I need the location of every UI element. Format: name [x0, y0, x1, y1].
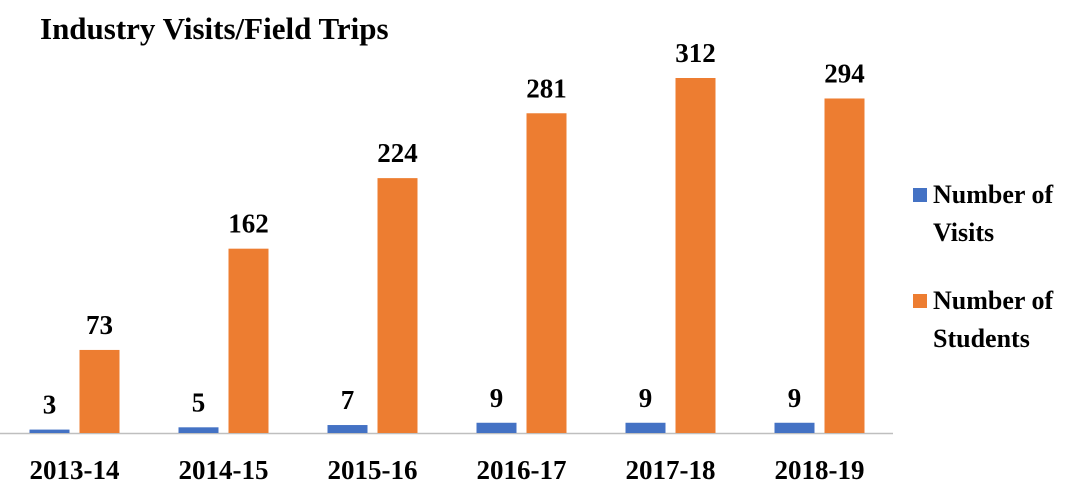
data-label: 7: [341, 385, 355, 415]
data-label: 9: [490, 383, 504, 413]
data-label: 5: [192, 387, 206, 417]
legend: Number of Visits Number of Students: [913, 176, 1083, 388]
bar: [327, 425, 368, 433]
data-label: 73: [86, 310, 113, 340]
bar: [178, 427, 219, 433]
bar: [29, 429, 70, 433]
data-label: 162: [228, 209, 269, 239]
bar: [476, 422, 517, 433]
x-tick-label: 2015-16: [328, 455, 418, 485]
x-tick-label: 2016-17: [477, 455, 567, 485]
legend-entry: Number of Visits: [913, 176, 1083, 252]
legend-swatch: [913, 188, 927, 202]
data-label: 224: [377, 138, 418, 168]
x-tick-label: 2014-15: [179, 455, 269, 485]
data-label: 3: [43, 390, 57, 420]
bar: [79, 349, 120, 433]
bar: [774, 422, 815, 433]
bar: [377, 178, 418, 433]
data-label: 281: [526, 73, 567, 103]
bar: [675, 78, 716, 433]
bar: [228, 248, 269, 433]
bar: [824, 98, 865, 433]
data-label: 9: [639, 383, 653, 413]
legend-label: Number of Visits: [933, 180, 1054, 247]
chart-title: Industry Visits/Field Trips: [40, 11, 389, 46]
data-label: 9: [788, 383, 802, 413]
legend-label: Number of Students: [933, 286, 1054, 353]
x-tick-label: 2017-18: [626, 455, 716, 485]
legend-entry: Number of Students: [913, 282, 1083, 358]
chart: Industry Visits/Field Trips 2013-14 3 73 20…: [0, 11, 893, 485]
data-label: 312: [675, 38, 716, 68]
x-tick-label: 2018-19: [775, 455, 865, 485]
bar: [526, 113, 567, 434]
data-label: 294: [824, 58, 865, 88]
x-tick-label: 2013-14: [30, 455, 120, 485]
legend-swatch: [913, 294, 927, 308]
bar: [625, 422, 666, 433]
